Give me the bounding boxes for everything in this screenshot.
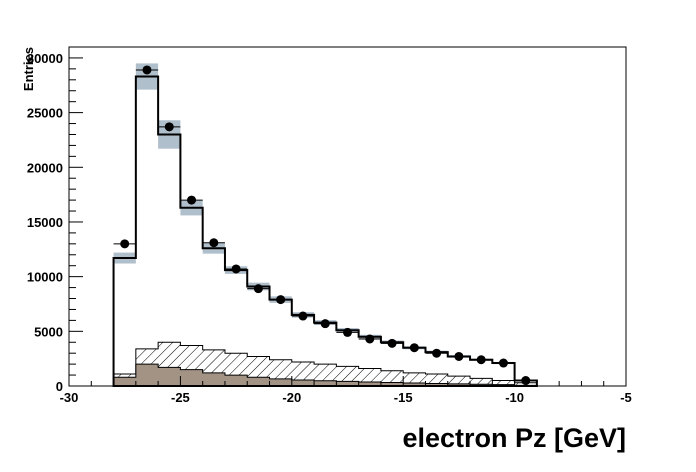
data-point [320, 319, 330, 329]
filled-background-area [113, 363, 538, 387]
data-point [343, 327, 352, 337]
mc-uncertainty-bands [113, 63, 537, 382]
y-tick-label: 0 [56, 379, 63, 394]
data-point [387, 338, 397, 348]
filled-background [113, 363, 538, 387]
data-point [142, 65, 152, 75]
data-point [164, 122, 174, 132]
data-point [253, 284, 263, 294]
y-tick-label: 5000 [34, 324, 63, 339]
x-axis-label: electron Pz [GeV] [402, 423, 626, 453]
y-axis-label: Entries [21, 47, 36, 91]
y-tick-label: 10000 [27, 270, 63, 285]
data-point [209, 238, 219, 248]
data-point [476, 355, 486, 365]
data-point [231, 264, 241, 274]
data-point [276, 295, 286, 305]
data-point [187, 195, 197, 205]
x-tick-label: -20 [282, 390, 301, 405]
y-tick-label: 30000 [27, 51, 63, 66]
y-tick-label: 20000 [27, 160, 63, 175]
x-tick-label: -25 [171, 390, 190, 405]
data-point [365, 334, 375, 344]
data-point [298, 311, 308, 321]
data-point [498, 358, 508, 368]
x-tick-label: -5 [620, 390, 632, 405]
y-tick-label: 25000 [27, 106, 63, 121]
data-point [454, 351, 464, 361]
x-tick-label: -15 [394, 390, 413, 405]
data-point [120, 239, 130, 249]
data-point [409, 343, 419, 353]
data-point [521, 376, 531, 386]
x-tick-label: -10 [505, 390, 524, 405]
x-tick-label: -30 [60, 390, 79, 405]
data-point [432, 348, 442, 358]
y-tick-label: 15000 [27, 215, 63, 230]
data-points [113, 65, 537, 386]
axes: -30 -25 -20 -15 -10 -5 0 5000 10000 15000 20000 250… [27, 46, 632, 405]
